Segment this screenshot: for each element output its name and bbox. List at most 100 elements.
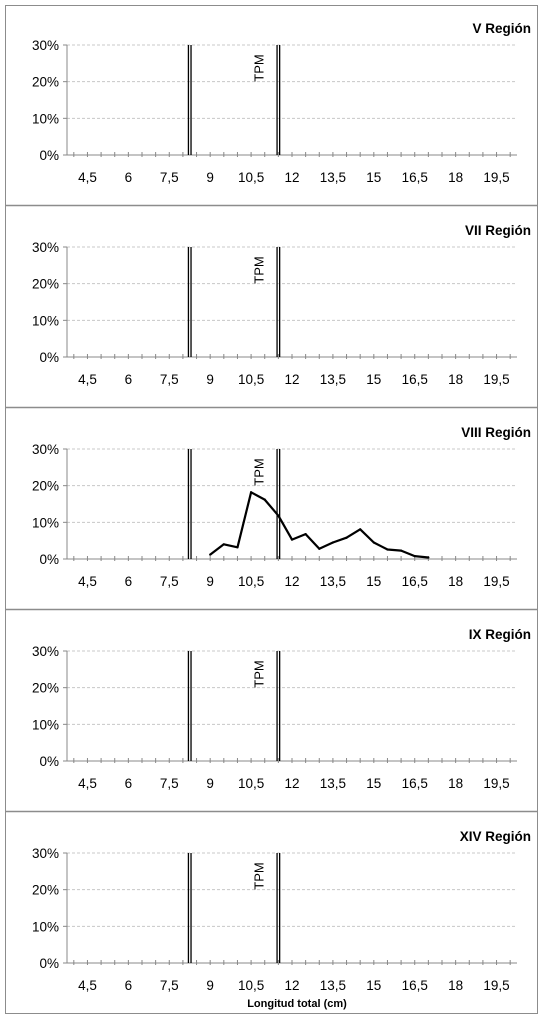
- data-point: [222, 543, 225, 546]
- x-tick-label: 12: [284, 776, 299, 791]
- figure-frame: [5, 5, 538, 1014]
- x-tick-label: 12: [284, 372, 299, 387]
- data-point: [399, 549, 403, 552]
- tpm-label: TPM: [251, 54, 266, 81]
- x-tick-label: 4,5: [78, 170, 97, 185]
- x-tick-label: 9: [206, 776, 214, 791]
- y-tick-label: 20%: [32, 479, 59, 494]
- x-axis-title: Longitud total (cm): [247, 998, 347, 1010]
- x-tick-label: 7,5: [160, 574, 179, 589]
- tpm-label: TPM: [251, 458, 266, 485]
- x-tick-label: 19,5: [483, 574, 509, 589]
- x-tick-label: 9: [206, 170, 214, 185]
- y-tick-label: 30%: [32, 240, 59, 255]
- data-point: [263, 498, 266, 501]
- panel-title: VII Región: [465, 223, 531, 238]
- x-tick-label: 19,5: [483, 978, 509, 993]
- y-tick-label: 20%: [32, 883, 59, 898]
- y-tick-label: 0%: [39, 350, 59, 365]
- x-tick-label: 10,5: [238, 574, 264, 589]
- x-tick-label: 16,5: [402, 776, 428, 791]
- panel-title: XIV Región: [460, 829, 531, 844]
- data-point: [413, 554, 416, 558]
- x-tick-label: 9: [206, 372, 214, 387]
- data-point: [331, 541, 335, 544]
- x-tick-label: 12: [284, 170, 299, 185]
- x-tick-label: 15: [366, 776, 381, 791]
- x-tick-label: 4,5: [78, 372, 97, 387]
- y-tick-label: 0%: [39, 148, 59, 163]
- data-point: [304, 532, 307, 536]
- data-point: [345, 536, 348, 539]
- data-point: [427, 556, 430, 559]
- y-tick-label: 30%: [32, 644, 59, 659]
- tpm-label: TPM: [251, 660, 266, 687]
- x-tick-label: 18: [448, 978, 463, 993]
- x-tick-label: 13,5: [320, 978, 346, 993]
- y-tick-label: 0%: [39, 754, 59, 769]
- x-tick-label: 9: [206, 978, 214, 993]
- panel-5: 0% 10% 20% 30% 4,5 6 7,5 9 10,5 12 13,5 15 16,5 18 19,…: [5, 810, 538, 993]
- x-tick-label: 6: [125, 574, 133, 589]
- x-tick-label: 18: [448, 372, 463, 387]
- data-point: [318, 547, 321, 550]
- x-tick-label: 16,5: [402, 170, 428, 185]
- x-tick-label: 10,5: [238, 776, 264, 791]
- y-tick-label: 0%: [39, 956, 59, 971]
- x-tick-label: 13,5: [320, 776, 346, 791]
- panel-3: 0% 10% 20% 30% 4,5 6 7,5 9 10,5 12 13,5 15 16,5 18 19,…: [5, 406, 538, 589]
- x-tick-label: 12: [284, 978, 299, 993]
- x-tick-label: 16,5: [402, 978, 428, 993]
- x-tick-label: 7,5: [160, 978, 179, 993]
- x-tick-label: 4,5: [78, 776, 97, 791]
- panel-title: V Región: [472, 21, 531, 36]
- x-tick-label: 7,5: [160, 170, 179, 185]
- x-tick-label: 15: [366, 170, 381, 185]
- data-point: [249, 491, 253, 494]
- y-tick-label: 30%: [32, 38, 59, 53]
- x-tick-label: 15: [366, 574, 381, 589]
- x-tick-label: 18: [448, 776, 463, 791]
- y-tick-label: 10%: [32, 919, 59, 934]
- x-tick-label: 4,5: [78, 574, 97, 589]
- x-tick-label: 19,5: [483, 776, 509, 791]
- y-tick-label: 20%: [32, 681, 59, 696]
- panel-4: 0% 10% 20% 30% 4,5 6 7,5 9 10,5 12 13,5 15 16,5 18 19,…: [5, 608, 538, 791]
- y-tick-label: 10%: [32, 111, 59, 126]
- panel-title: VIII Región: [461, 425, 531, 440]
- x-tick-label: 13,5: [320, 574, 346, 589]
- data-point: [359, 528, 362, 531]
- y-tick-label: 0%: [39, 552, 59, 567]
- x-tick-label: 12: [284, 574, 299, 589]
- x-tick-label: 10,5: [238, 170, 264, 185]
- x-tick-label: 13,5: [320, 372, 346, 387]
- x-tick-label: 19,5: [483, 372, 509, 387]
- x-tick-label: 16,5: [402, 574, 428, 589]
- panel-1: 0% 10% 20% 30% 4,5 6 7,5 9 10,5 12 13,5 15 16,5 18 19,…: [32, 21, 531, 185]
- x-tick-label: 16,5: [402, 372, 428, 387]
- x-tick-label: 18: [448, 574, 463, 589]
- panel-title: IX Región: [469, 627, 531, 642]
- x-tick-label: 7,5: [160, 776, 179, 791]
- x-tick-label: 6: [125, 372, 133, 387]
- x-tick-label: 15: [366, 978, 381, 993]
- y-tick-label: 20%: [32, 277, 59, 292]
- data-point: [236, 546, 239, 549]
- tpm-label: TPM: [251, 256, 266, 283]
- y-tick-label: 10%: [32, 515, 59, 530]
- panel-2: 0% 10% 20% 30% 4,5 6 7,5 9 10,5 12 13,5 15 16,5 18 19,…: [5, 204, 538, 387]
- y-tick-label: 30%: [32, 442, 59, 457]
- data-point: [209, 553, 212, 556]
- tpm-label: TPM: [251, 862, 266, 889]
- y-tick-label: 10%: [32, 313, 59, 328]
- y-tick-label: 20%: [32, 75, 59, 90]
- x-tick-label: 13,5: [320, 170, 346, 185]
- y-tick-label: 10%: [32, 717, 59, 732]
- data-point: [386, 548, 389, 551]
- data-point: [277, 514, 280, 517]
- data-point: [290, 538, 294, 541]
- x-tick-label: 10,5: [238, 978, 264, 993]
- data-point: [372, 541, 375, 544]
